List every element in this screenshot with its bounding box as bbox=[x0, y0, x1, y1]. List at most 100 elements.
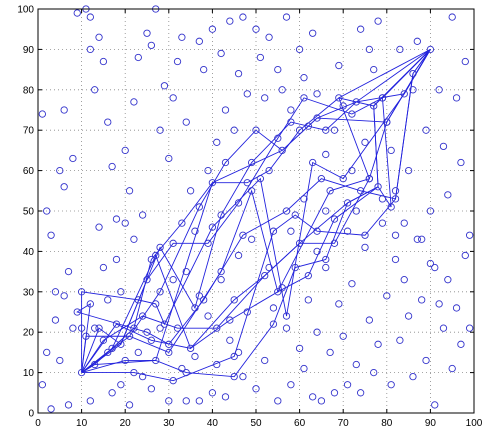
data-point bbox=[182, 397, 190, 405]
data-point bbox=[418, 235, 426, 243]
data-point bbox=[43, 348, 51, 357]
path-node bbox=[226, 316, 234, 324]
data-point bbox=[282, 324, 291, 332]
path-node bbox=[378, 94, 387, 102]
path-node bbox=[73, 308, 81, 316]
data-point bbox=[226, 17, 234, 25]
path-node bbox=[169, 377, 177, 385]
path-node bbox=[274, 288, 282, 296]
data-point bbox=[444, 276, 452, 284]
x-tick-label: 80 bbox=[381, 418, 393, 429]
path-node bbox=[147, 336, 156, 344]
data-point bbox=[125, 187, 134, 195]
data-point bbox=[51, 316, 60, 324]
path-node bbox=[160, 320, 169, 328]
data-point bbox=[404, 166, 413, 175]
data-point bbox=[86, 45, 94, 54]
path-node bbox=[230, 372, 238, 381]
path-node bbox=[134, 296, 142, 304]
data-point bbox=[99, 263, 108, 272]
path-node bbox=[356, 187, 365, 195]
path-node bbox=[352, 98, 360, 106]
path-node bbox=[143, 328, 151, 336]
path-line bbox=[81, 49, 431, 373]
data-point bbox=[352, 207, 360, 215]
data-point bbox=[186, 187, 195, 195]
data-point bbox=[38, 110, 47, 118]
data-point bbox=[326, 348, 334, 357]
data-point bbox=[404, 312, 413, 320]
path-node bbox=[108, 344, 116, 353]
path-node bbox=[125, 332, 134, 340]
data-point bbox=[300, 195, 308, 203]
data-point bbox=[165, 154, 173, 163]
data-point bbox=[204, 166, 212, 175]
data-point bbox=[387, 381, 395, 389]
data-point bbox=[365, 45, 374, 54]
data-point bbox=[108, 162, 116, 171]
data-point bbox=[173, 57, 182, 66]
data-point bbox=[269, 304, 278, 312]
data-point bbox=[343, 381, 352, 389]
path-node bbox=[156, 288, 164, 296]
data-point bbox=[56, 356, 64, 365]
data-point bbox=[208, 389, 217, 397]
data-point bbox=[426, 259, 435, 268]
path-node bbox=[247, 187, 256, 195]
data-point bbox=[217, 49, 225, 58]
path-node bbox=[130, 324, 138, 332]
data-point bbox=[213, 360, 221, 369]
data-point bbox=[435, 86, 443, 94]
data-point bbox=[335, 61, 343, 70]
path-node bbox=[95, 324, 103, 332]
data-point bbox=[121, 219, 129, 227]
data-point bbox=[304, 296, 312, 304]
path-node bbox=[269, 227, 278, 235]
path-node bbox=[91, 360, 99, 369]
data-point bbox=[287, 227, 295, 235]
data-point bbox=[295, 344, 304, 353]
data-point bbox=[56, 166, 64, 175]
path-node bbox=[152, 356, 160, 365]
y-tick-label: 70 bbox=[23, 126, 35, 137]
path-node bbox=[304, 271, 312, 280]
data-point bbox=[422, 356, 430, 365]
data-point bbox=[112, 255, 121, 264]
path-node bbox=[370, 102, 378, 110]
data-point bbox=[95, 223, 103, 231]
x-tick-label: 20 bbox=[120, 418, 132, 429]
data-point bbox=[457, 158, 465, 167]
data-point bbox=[378, 195, 387, 203]
path-node bbox=[152, 300, 160, 308]
path-node bbox=[234, 199, 243, 207]
data-point bbox=[278, 284, 286, 292]
data-point bbox=[239, 13, 247, 21]
data-point bbox=[409, 372, 417, 381]
data-point bbox=[461, 57, 469, 66]
data-point bbox=[313, 90, 321, 98]
data-point bbox=[261, 356, 269, 365]
path-node bbox=[165, 348, 173, 357]
data-point bbox=[60, 292, 68, 300]
data-point bbox=[138, 372, 147, 381]
path-node bbox=[195, 203, 203, 211]
data-point bbox=[391, 255, 400, 264]
data-point bbox=[309, 393, 317, 401]
data-point bbox=[396, 336, 404, 344]
data-point bbox=[143, 29, 151, 37]
path-node bbox=[291, 263, 299, 272]
data-point bbox=[361, 138, 369, 146]
data-point bbox=[339, 332, 347, 340]
path-node bbox=[165, 340, 173, 348]
path-node bbox=[361, 231, 369, 239]
data-point bbox=[152, 251, 160, 260]
data-point bbox=[213, 138, 221, 146]
data-point bbox=[322, 150, 330, 159]
data-point bbox=[195, 397, 203, 405]
data-point bbox=[330, 215, 339, 223]
data-point bbox=[195, 37, 203, 45]
data-point bbox=[313, 247, 321, 256]
data-point bbox=[400, 276, 408, 284]
path-node bbox=[230, 352, 238, 361]
